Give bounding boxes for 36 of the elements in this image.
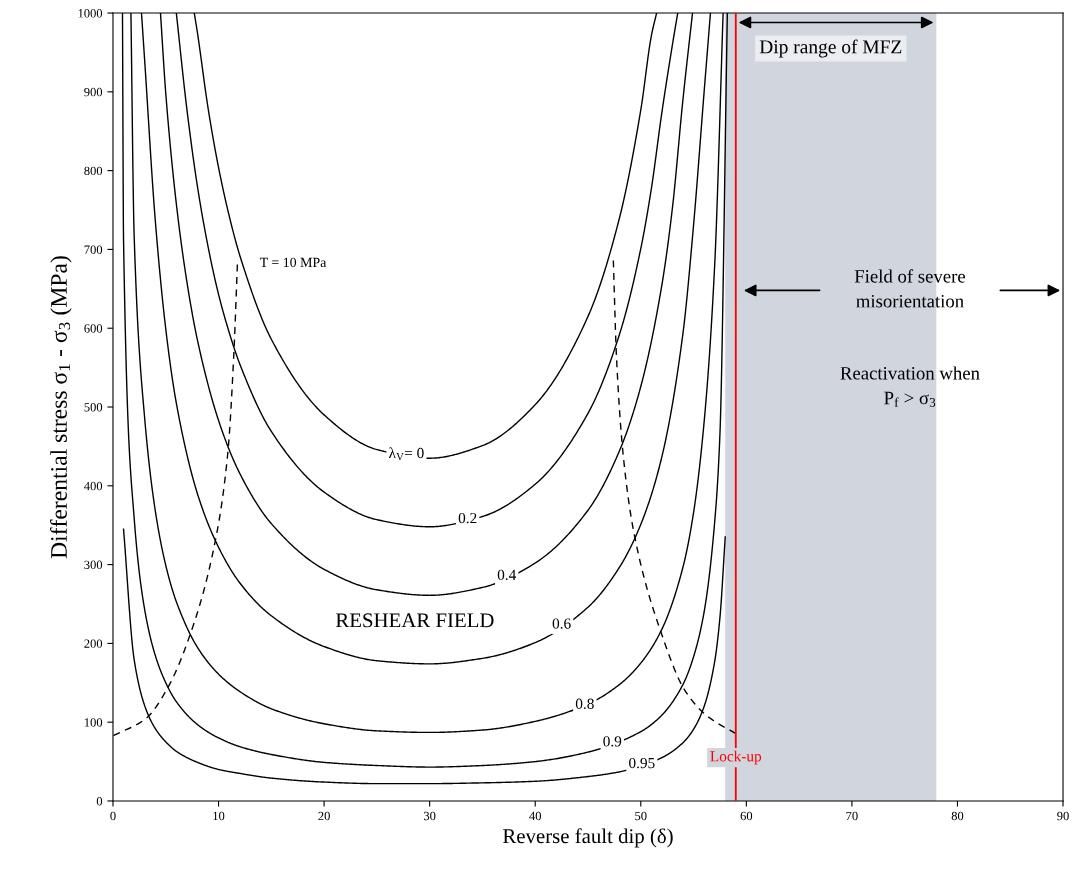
y-tick-label: 1000 <box>78 9 103 18</box>
x-tick-label: 40 <box>529 811 541 821</box>
x-tick-label: 0 <box>110 811 116 821</box>
x-axis-title: Reverse fault dip (δ) <box>502 828 673 848</box>
annotation: T = 10 MPa <box>259 257 327 268</box>
y-tick-label: 800 <box>84 166 103 176</box>
series-label: λ$_{V}$= 0 <box>388 447 424 461</box>
series-label: 0.2 <box>458 512 477 524</box>
series-label: 0.8 <box>575 698 594 709</box>
y-tick-label: 100 <box>84 718 103 727</box>
band-label: Dip range of MFZ <box>759 39 902 58</box>
series-label: 0.95 <box>629 757 655 769</box>
y-tick-label: 500 <box>84 403 103 412</box>
series-label: 0.4 <box>497 569 517 581</box>
y-axis-title: Differential stress σ$_{1}$ - σ$_{3}$ (MPa) <box>50 256 72 559</box>
series-label: 0.6 <box>552 618 571 629</box>
ref-line-label: Lock-up <box>710 750 762 765</box>
x-tick-label: 70 <box>846 811 858 821</box>
y-tick-label: 600 <box>84 324 103 333</box>
x-tick-label: 60 <box>740 811 753 821</box>
x-tick-label: 50 <box>635 811 647 821</box>
y-tick-label: 400 <box>84 481 103 491</box>
y-tick-label: 700 <box>84 245 103 254</box>
x-tick-label: 10 <box>213 811 225 821</box>
annotation: Reactivation when P$_{f}$ > σ$_{3}$ <box>840 366 980 407</box>
y-tick-label: 300 <box>84 560 103 570</box>
x-tick-label: 20 <box>318 811 330 821</box>
x-tick-label: 30 <box>424 811 436 821</box>
annotation: Field of severe misorientation <box>854 269 966 308</box>
y-tick-label: 200 <box>84 639 103 648</box>
series-label: 0.9 <box>603 736 622 747</box>
annotation: RESHEAR FIELD <box>335 613 494 628</box>
y-tick-label: 900 <box>84 87 103 97</box>
x-tick-label: 90 <box>1057 811 1069 821</box>
y-tick-label: 0 <box>96 797 103 806</box>
x-tick-label: 80 <box>951 811 964 821</box>
